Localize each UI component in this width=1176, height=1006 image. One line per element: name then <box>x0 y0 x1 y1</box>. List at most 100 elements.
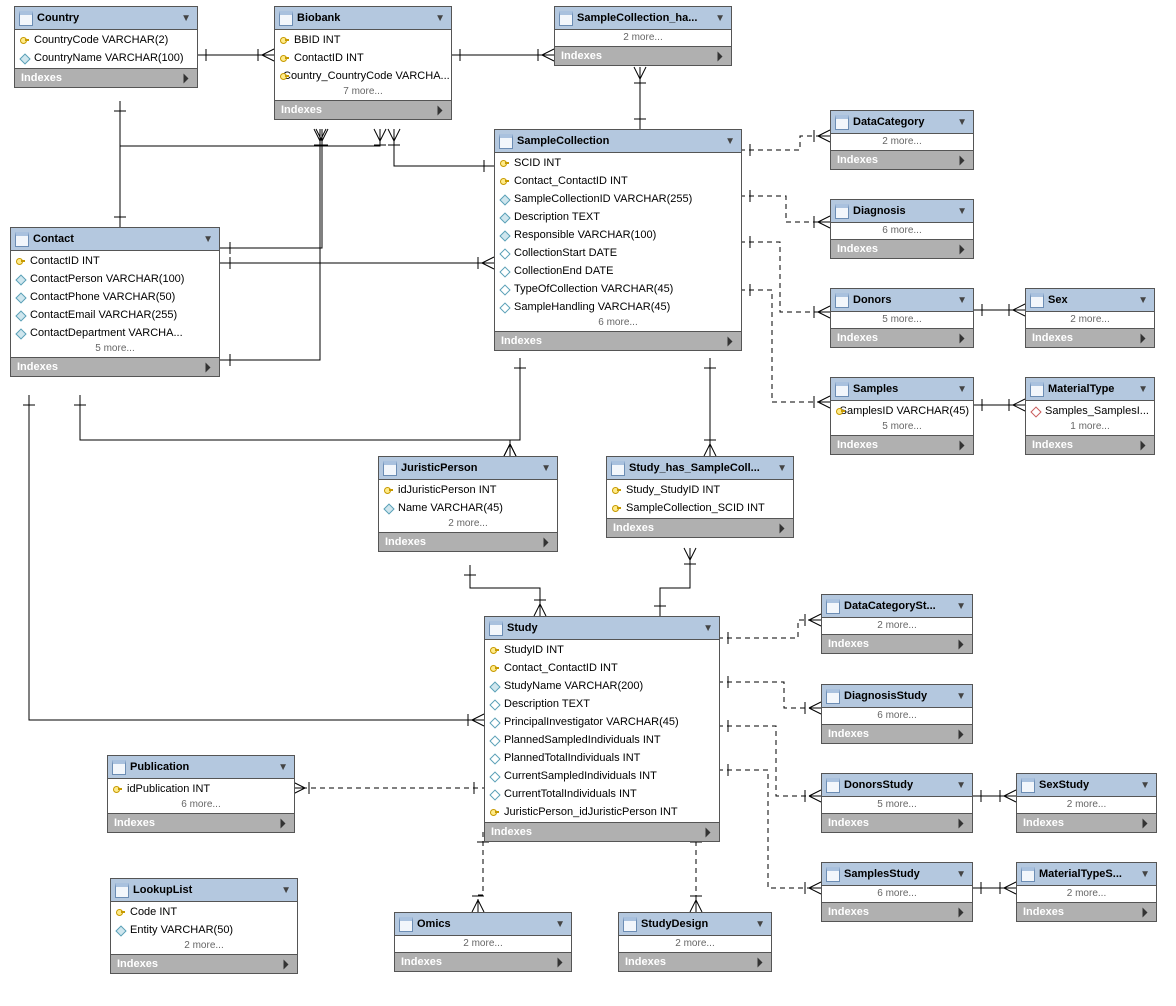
field-row[interactable]: SampleHandling VARCHAR(45) <box>495 298 741 316</box>
collapse-icon[interactable]: ▼ <box>1140 780 1150 791</box>
entity-diagnosisstudy[interactable]: DiagnosisStudy▼6 more...Indexes <box>821 684 973 744</box>
collapse-icon[interactable]: ▼ <box>1138 384 1148 395</box>
field-row[interactable]: CurrentSampledIndividuals INT <box>485 767 719 785</box>
entity-samplecollection_ha[interactable]: SampleCollection_ha...▼ 2 more...Indexes <box>554 6 732 66</box>
more-indicator[interactable]: 2 more... <box>619 937 771 951</box>
field-row[interactable]: PlannedSampledIndividuals INT <box>485 731 719 749</box>
indexes-section[interactable]: Indexes <box>822 813 972 832</box>
expand-icon[interactable] <box>206 362 211 372</box>
more-indicator[interactable]: 2 more... <box>555 31 731 45</box>
collapse-icon[interactable]: ▼ <box>278 762 288 773</box>
field-row[interactable]: idJuristicPerson INT <box>379 481 557 499</box>
field-row[interactable]: Entity VARCHAR(50) <box>111 921 297 939</box>
indexes-section[interactable]: Indexes <box>822 724 972 743</box>
more-indicator[interactable]: 5 more... <box>831 313 973 327</box>
field-row[interactable]: ContactPhone VARCHAR(50) <box>11 288 219 306</box>
collapse-icon[interactable]: ▼ <box>956 869 966 880</box>
expand-icon[interactable] <box>959 729 964 739</box>
field-row[interactable]: JuristicPerson_idJuristicPerson INT <box>485 803 719 821</box>
expand-icon[interactable] <box>281 818 286 828</box>
indexes-section[interactable]: Indexes <box>275 100 451 119</box>
indexes-section[interactable]: Indexes <box>619 952 771 971</box>
entity-datacategory[interactable]: DataCategory▼2 more...Indexes <box>830 110 974 170</box>
entity-studydesign[interactable]: StudyDesign▼2 more...Indexes <box>618 912 772 972</box>
collapse-icon[interactable]: ▼ <box>957 117 967 128</box>
expand-icon[interactable] <box>284 959 289 969</box>
more-indicator[interactable]: 2 more... <box>111 939 297 953</box>
expand-icon[interactable] <box>544 537 549 547</box>
field-row[interactable]: SampleCollection_SCID INT <box>607 499 793 517</box>
indexes-section[interactable]: Indexes <box>11 357 219 376</box>
collapse-icon[interactable]: ▼ <box>541 463 551 474</box>
more-indicator[interactable]: 7 more... <box>275 85 451 99</box>
more-indicator[interactable]: 2 more... <box>1017 798 1156 812</box>
expand-icon[interactable] <box>959 907 964 917</box>
indexes-section[interactable]: Indexes <box>1017 902 1156 921</box>
entity-diagnosis[interactable]: Diagnosis▼6 more...Indexes <box>830 199 974 259</box>
collapse-icon[interactable]: ▼ <box>1138 295 1148 306</box>
entity-materialtype[interactable]: MaterialType▼Samples_SamplesI...1 more..… <box>1025 377 1155 455</box>
entity-titlebar[interactable]: MaterialTypeS...▼ <box>1017 863 1156 885</box>
entity-titlebar[interactable]: Country▼ <box>15 7 197 29</box>
entity-titlebar[interactable]: Study▼ <box>485 617 719 639</box>
field-row[interactable]: CollectionEnd DATE <box>495 262 741 280</box>
expand-icon[interactable] <box>558 957 563 967</box>
collapse-icon[interactable]: ▼ <box>956 691 966 702</box>
more-indicator[interactable]: 5 more... <box>11 342 219 356</box>
field-row[interactable]: ContactEmail VARCHAR(255) <box>11 306 219 324</box>
field-row[interactable]: SCID INT <box>495 154 741 172</box>
entity-donors[interactable]: Donors▼5 more...Indexes <box>830 288 974 348</box>
field-row[interactable]: SampleCollectionID VARCHAR(255) <box>495 190 741 208</box>
more-indicator[interactable]: 5 more... <box>831 420 973 434</box>
indexes-section[interactable]: Indexes <box>822 634 972 653</box>
expand-icon[interactable] <box>1141 333 1146 343</box>
entity-samplecollection[interactable]: SampleCollection▼SCID INTContact_Contact… <box>494 129 742 351</box>
entity-sex[interactable]: Sex▼2 more...Indexes <box>1025 288 1155 348</box>
entity-titlebar[interactable]: Omics▼ <box>395 913 571 935</box>
collapse-icon[interactable]: ▼ <box>281 885 291 896</box>
more-indicator[interactable]: 2 more... <box>822 619 972 633</box>
entity-biobank[interactable]: Biobank▼BBID INTContactID INTCountry_Cou… <box>274 6 452 120</box>
entity-contact[interactable]: Contact▼ContactID INTContactPerson VARCH… <box>10 227 220 377</box>
more-indicator[interactable]: 2 more... <box>379 517 557 531</box>
entity-titlebar[interactable]: LookupList▼ <box>111 879 297 901</box>
indexes-section[interactable]: Indexes <box>831 150 973 169</box>
expand-icon[interactable] <box>758 957 763 967</box>
field-row[interactable]: Description TEXT <box>485 695 719 713</box>
expand-icon[interactable] <box>960 155 965 165</box>
expand-icon[interactable] <box>960 440 965 450</box>
entity-samples[interactable]: Samples▼SamplesID VARCHAR(45)5 more...In… <box>830 377 974 455</box>
entity-titlebar[interactable]: SampleCollection_ha...▼ <box>555 7 731 29</box>
field-row[interactable]: StudyName VARCHAR(200) <box>485 677 719 695</box>
field-row[interactable]: Contact_ContactID INT <box>485 659 719 677</box>
field-row[interactable]: SamplesID VARCHAR(45) <box>831 402 973 420</box>
entity-study_has_samplecoll[interactable]: Study_has_SampleColl...▼Study_StudyID IN… <box>606 456 794 538</box>
field-row[interactable]: ContactID INT <box>11 252 219 270</box>
entity-titlebar[interactable]: JuristicPerson▼ <box>379 457 557 479</box>
indexes-section[interactable]: Indexes <box>831 435 973 454</box>
expand-icon[interactable] <box>1143 907 1148 917</box>
indexes-section[interactable]: Indexes <box>108 813 294 832</box>
indexes-section[interactable]: Indexes <box>1026 328 1154 347</box>
indexes-section[interactable]: Indexes <box>15 68 197 87</box>
field-row[interactable]: ContactDepartment VARCHA... <box>11 324 219 342</box>
field-row[interactable]: Study_StudyID INT <box>607 481 793 499</box>
field-row[interactable]: CountryCode VARCHAR(2) <box>15 31 197 49</box>
field-row[interactable]: Name VARCHAR(45) <box>379 499 557 517</box>
field-row[interactable]: Responsible VARCHAR(100) <box>495 226 741 244</box>
entity-sexstudy[interactable]: SexStudy▼2 more...Indexes <box>1016 773 1157 833</box>
expand-icon[interactable] <box>706 827 711 837</box>
more-indicator[interactable]: 6 more... <box>495 316 741 330</box>
entity-titlebar[interactable]: SamplesStudy▼ <box>822 863 972 885</box>
collapse-icon[interactable]: ▼ <box>957 206 967 217</box>
entity-samplesstudy[interactable]: SamplesStudy▼6 more...Indexes <box>821 862 973 922</box>
field-row[interactable]: Description TEXT <box>495 208 741 226</box>
collapse-icon[interactable]: ▼ <box>435 13 445 24</box>
indexes-section[interactable]: Indexes <box>555 46 731 65</box>
indexes-section[interactable]: Indexes <box>485 822 719 841</box>
collapse-icon[interactable]: ▼ <box>957 295 967 306</box>
expand-icon[interactable] <box>959 639 964 649</box>
indexes-section[interactable]: Indexes <box>607 518 793 537</box>
expand-icon[interactable] <box>960 244 965 254</box>
entity-donorsstudy[interactable]: DonorsStudy▼5 more...Indexes <box>821 773 973 833</box>
